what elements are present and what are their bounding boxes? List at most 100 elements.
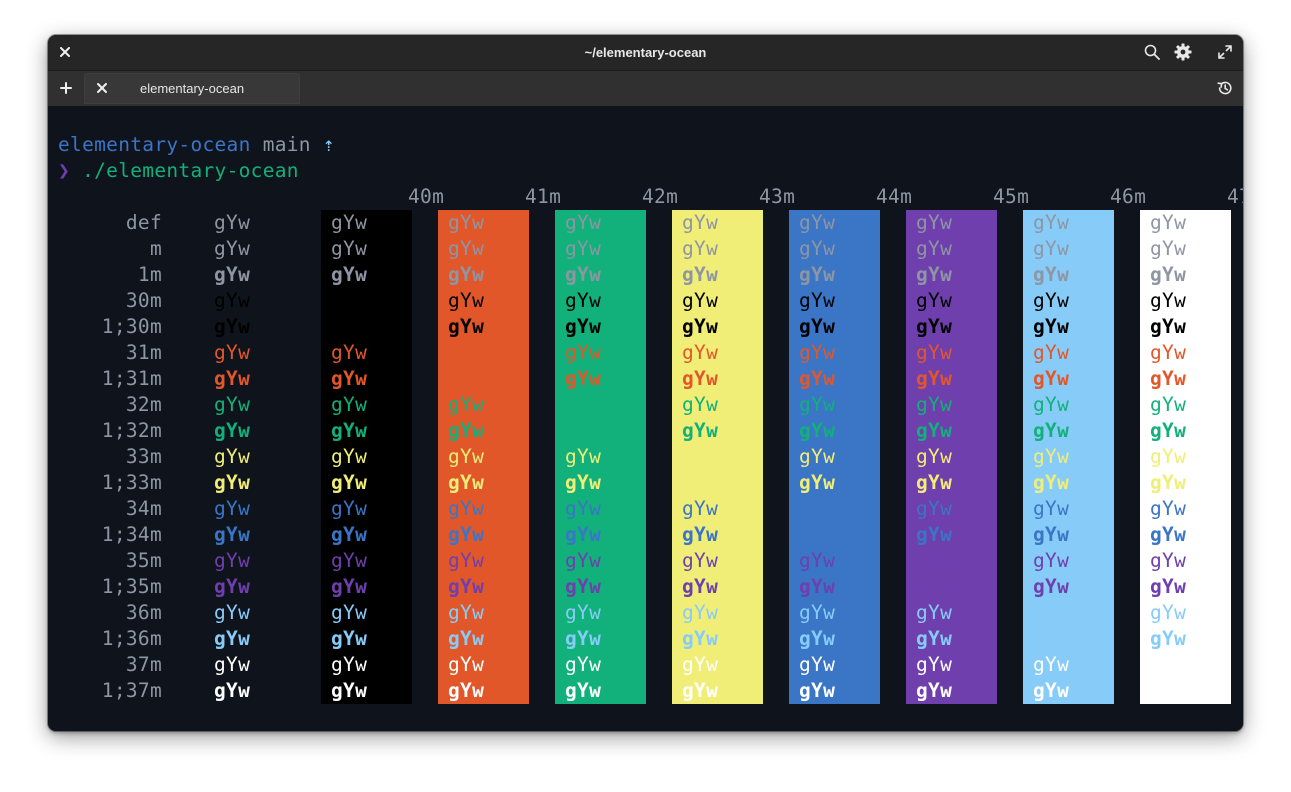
- color-sample: gYw: [1150, 627, 1187, 650]
- color-sample: gYw: [331, 471, 368, 494]
- color-sample: gYw: [565, 497, 602, 520]
- color-sample: gYw: [331, 627, 368, 650]
- color-sample: gYw: [682, 341, 719, 364]
- color-sample: gYw: [214, 341, 251, 364]
- tab-elementary-ocean[interactable]: elementary-ocean: [84, 73, 300, 104]
- color-sample: gYw: [565, 393, 602, 416]
- color-sample: gYw: [565, 263, 602, 286]
- color-sample: gYw: [448, 575, 485, 598]
- color-sample: gYw: [799, 523, 836, 546]
- prompt-ahead-indicator: ⇡: [322, 133, 335, 156]
- color-sample: gYw: [1033, 263, 1070, 286]
- row-label: 1;31m: [101, 367, 162, 390]
- color-sample: gYw: [799, 627, 836, 650]
- color-sample: gYw: [448, 237, 485, 260]
- color-sample: gYw: [331, 367, 368, 390]
- tab-bar: elementary-ocean: [48, 71, 1243, 106]
- color-sample: gYw: [214, 627, 251, 650]
- maximize-button[interactable]: [1214, 41, 1236, 63]
- color-sample: gYw: [1150, 263, 1187, 286]
- color-sample: gYw: [448, 341, 485, 364]
- color-sample: gYw: [565, 419, 602, 442]
- new-tab-button[interactable]: [55, 77, 77, 99]
- color-sample: gYw: [448, 419, 485, 442]
- color-sample: gYw: [1033, 653, 1070, 676]
- bg-column-42m: [555, 210, 646, 704]
- bg-column-46m: [1023, 210, 1114, 704]
- search-icon: [1144, 44, 1160, 60]
- tab-label: elementary-ocean: [140, 81, 245, 96]
- color-sample: gYw: [799, 653, 836, 676]
- bg-column-43m: [672, 210, 763, 704]
- color-sample: gYw: [682, 263, 719, 286]
- color-sample: gYw: [331, 549, 368, 572]
- tab-close-button[interactable]: [91, 77, 113, 99]
- column-header: 46m: [1110, 185, 1147, 208]
- color-sample: gYw: [1033, 315, 1070, 338]
- color-sample: gYw: [1150, 445, 1187, 468]
- bg-column-41m: [438, 210, 529, 704]
- color-sample: gYw: [214, 367, 251, 390]
- color-sample: gYw: [1150, 367, 1187, 390]
- close-button[interactable]: [54, 41, 76, 63]
- color-sample: gYw: [565, 211, 602, 234]
- row-label: 32m: [125, 393, 162, 416]
- row-label: 1;32m: [101, 419, 162, 442]
- row-label: 37m: [125, 653, 162, 676]
- color-sample: gYw: [682, 679, 719, 702]
- terminal-window: ~/elementary-ocean: [48, 35, 1243, 731]
- color-sample: gYw: [1150, 497, 1187, 520]
- row-label: 30m: [125, 289, 162, 312]
- color-sample: gYw: [331, 653, 368, 676]
- color-sample: gYw: [916, 575, 953, 598]
- search-button[interactable]: [1141, 41, 1163, 63]
- row-label: 36m: [125, 601, 162, 624]
- prompt-branch: main: [262, 133, 311, 156]
- color-sample: gYw: [799, 393, 836, 416]
- color-sample: gYw: [799, 471, 836, 494]
- row-label: 1;30m: [101, 315, 162, 338]
- color-sample: gYw: [448, 653, 485, 676]
- color-sample: gYw: [682, 627, 719, 650]
- maximize-icon: [1218, 45, 1232, 59]
- history-icon: [1217, 81, 1232, 95]
- color-sample: gYw: [214, 419, 251, 442]
- color-sample: gYw: [799, 549, 836, 572]
- color-sample: gYw: [565, 549, 602, 572]
- color-sample: gYw: [799, 497, 836, 520]
- color-sample: gYw: [1033, 393, 1070, 416]
- color-sample: gYw: [1150, 653, 1187, 676]
- row-label: 1;35m: [101, 575, 162, 598]
- title-bar[interactable]: ~/elementary-ocean: [48, 35, 1243, 71]
- color-sample: gYw: [916, 211, 953, 234]
- color-sample: gYw: [214, 237, 251, 260]
- color-sample: gYw: [916, 367, 953, 390]
- color-sample: gYw: [448, 523, 485, 546]
- color-sample: gYw: [448, 679, 485, 702]
- color-sample: gYw: [448, 393, 485, 416]
- bg-column-44m: [789, 210, 880, 704]
- color-sample: gYw: [448, 601, 485, 624]
- color-sample: gYw: [916, 653, 953, 676]
- color-sample: gYw: [916, 445, 953, 468]
- settings-button[interactable]: [1172, 41, 1194, 63]
- color-sample: gYw: [916, 419, 953, 442]
- color-sample: gYw: [682, 523, 719, 546]
- color-sample: gYw: [799, 367, 836, 390]
- color-sample: gYw: [565, 289, 602, 312]
- color-sample: gYw: [565, 367, 602, 390]
- history-button[interactable]: [1214, 77, 1236, 99]
- color-sample: gYw: [1150, 601, 1187, 624]
- color-sample: gYw: [916, 471, 953, 494]
- color-sample: gYw: [214, 289, 251, 312]
- color-sample: gYw: [448, 497, 485, 520]
- color-sample: gYw: [565, 471, 602, 494]
- row-label: 1;37m: [101, 679, 162, 702]
- color-sample: gYw: [682, 653, 719, 676]
- color-sample: gYw: [1033, 211, 1070, 234]
- window-title: ~/elementary-ocean: [584, 45, 707, 60]
- color-sample: gYw: [682, 315, 719, 338]
- terminal-output[interactable]: elementary-ocean main ⇡ ❯ ./elementary-o…: [48, 106, 1243, 731]
- row-label: 1;33m: [101, 471, 162, 494]
- color-sample: gYw: [916, 679, 953, 702]
